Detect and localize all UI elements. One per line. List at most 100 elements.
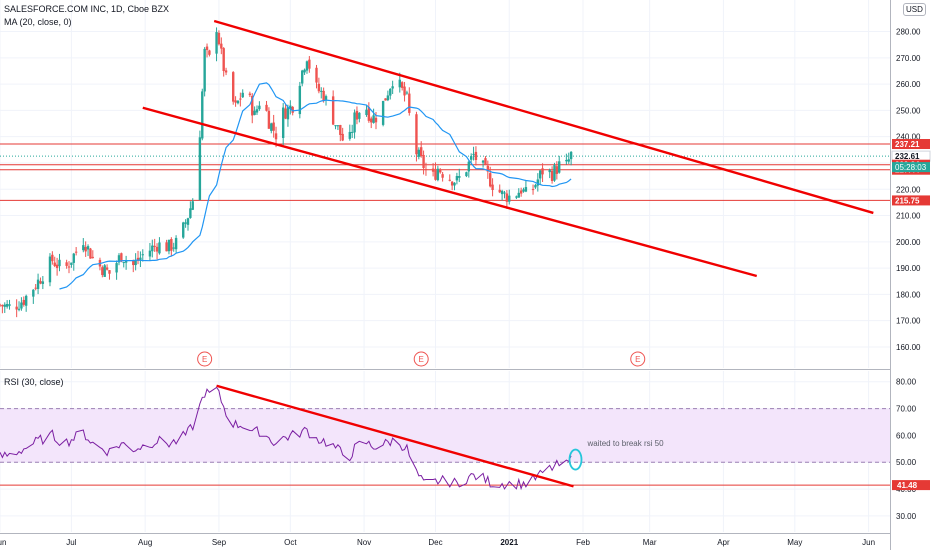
candle-body xyxy=(67,266,71,268)
time-axis[interactable]: Jun Jul Aug Sep Oct Nov Dec 2021 Feb Mar Apr May Jun xyxy=(0,538,875,547)
candle-body xyxy=(165,242,168,252)
price-tick-label: 280.00 xyxy=(896,28,921,37)
candle-body xyxy=(498,189,501,193)
candle-body xyxy=(291,106,294,113)
rsi-tick-label: 60.00 xyxy=(896,431,917,440)
candle-body xyxy=(239,98,242,100)
candle-body xyxy=(538,170,542,179)
earnings-marker-label: E xyxy=(635,355,640,364)
candle-body xyxy=(548,170,551,173)
price-axis[interactable]: 160.00 170.00 180.00 190.00 200.00 210.00 220.… xyxy=(891,0,932,550)
candle-body xyxy=(491,184,494,191)
candle-body xyxy=(408,93,411,113)
candle-body xyxy=(86,246,90,250)
price-tick-label: 210.00 xyxy=(896,212,921,221)
candle-body xyxy=(124,260,128,263)
candle-body xyxy=(484,158,487,165)
candle-body xyxy=(191,201,194,210)
candle-body xyxy=(134,260,137,266)
candle-body xyxy=(236,100,240,104)
candle-body xyxy=(298,85,302,115)
candle-body xyxy=(55,264,59,269)
candle-body xyxy=(253,110,256,115)
candle-body xyxy=(201,91,204,139)
earnings-marker xyxy=(413,351,429,367)
candle-body xyxy=(267,110,271,129)
candle-body xyxy=(400,82,404,88)
candle-body xyxy=(170,239,173,251)
earnings-marker-label: E xyxy=(202,355,207,364)
candle-body xyxy=(286,107,290,120)
candle-body xyxy=(251,95,254,116)
candle-body xyxy=(365,109,368,115)
candle-body xyxy=(384,98,387,101)
annotations: waited to break rsi 50 xyxy=(568,439,664,471)
candle-body xyxy=(270,123,273,131)
candle-body xyxy=(367,107,371,121)
candle-body xyxy=(320,90,323,92)
candle-body xyxy=(241,92,244,98)
candle-body xyxy=(20,302,23,309)
candle-body xyxy=(122,262,125,264)
candle-body xyxy=(272,122,275,131)
ma-line xyxy=(59,82,572,290)
candle-body xyxy=(505,193,509,202)
candle-body xyxy=(220,43,223,49)
candle-body xyxy=(232,72,235,102)
candle-body xyxy=(289,105,292,109)
candle-body xyxy=(403,86,406,96)
time-tick-label: Dec xyxy=(428,538,442,547)
candle-body xyxy=(415,114,418,155)
price-tick-label: 250.00 xyxy=(896,106,921,115)
candle-body xyxy=(74,251,78,253)
rsi-band-fill xyxy=(0,408,890,463)
candle-body xyxy=(398,79,401,88)
candle-body xyxy=(186,218,190,225)
rsi-trendline xyxy=(216,384,574,488)
time-tick-label: Sep xyxy=(212,538,227,547)
candle-body xyxy=(303,69,306,73)
candle-body xyxy=(553,165,556,181)
rsi-line xyxy=(0,386,572,491)
rsi-tick-label: 30.00 xyxy=(896,512,917,521)
price-axis-background xyxy=(891,0,932,550)
candle-body xyxy=(517,192,520,198)
earnings-marker xyxy=(197,351,213,367)
candle-body xyxy=(101,267,104,275)
candle-body xyxy=(508,195,511,202)
candle-body xyxy=(489,173,492,187)
candle-body xyxy=(381,100,385,125)
candle-body xyxy=(474,151,478,161)
candle-body xyxy=(386,95,390,101)
candle-body xyxy=(182,222,185,238)
candle-body xyxy=(534,185,537,188)
candle-body xyxy=(458,175,461,178)
candle-body xyxy=(417,149,421,157)
candle-body xyxy=(234,100,237,103)
time-tick-label: Aug xyxy=(138,538,152,547)
candle-body xyxy=(308,59,311,69)
candle-body xyxy=(184,222,187,224)
candle-body xyxy=(84,246,87,252)
time-tick-label: Apr xyxy=(717,538,730,547)
candle-body xyxy=(1,305,4,307)
rsi-level-box xyxy=(892,480,930,491)
candle-body xyxy=(519,190,523,194)
trendlines[interactable] xyxy=(142,19,874,488)
candle-body xyxy=(339,124,342,135)
rsi-series xyxy=(0,386,572,491)
candle-body xyxy=(353,112,356,133)
candle-body xyxy=(222,48,225,71)
candle-body xyxy=(389,88,392,96)
candle-body xyxy=(174,237,178,250)
price-tick-label: 260.00 xyxy=(896,80,921,89)
candle-body xyxy=(324,96,328,100)
time-tick-label: Jun xyxy=(862,538,875,547)
currency-badge[interactable]: USD xyxy=(903,3,926,16)
candle-body xyxy=(522,189,525,192)
candle-body xyxy=(48,256,52,283)
candle-body xyxy=(36,279,40,289)
